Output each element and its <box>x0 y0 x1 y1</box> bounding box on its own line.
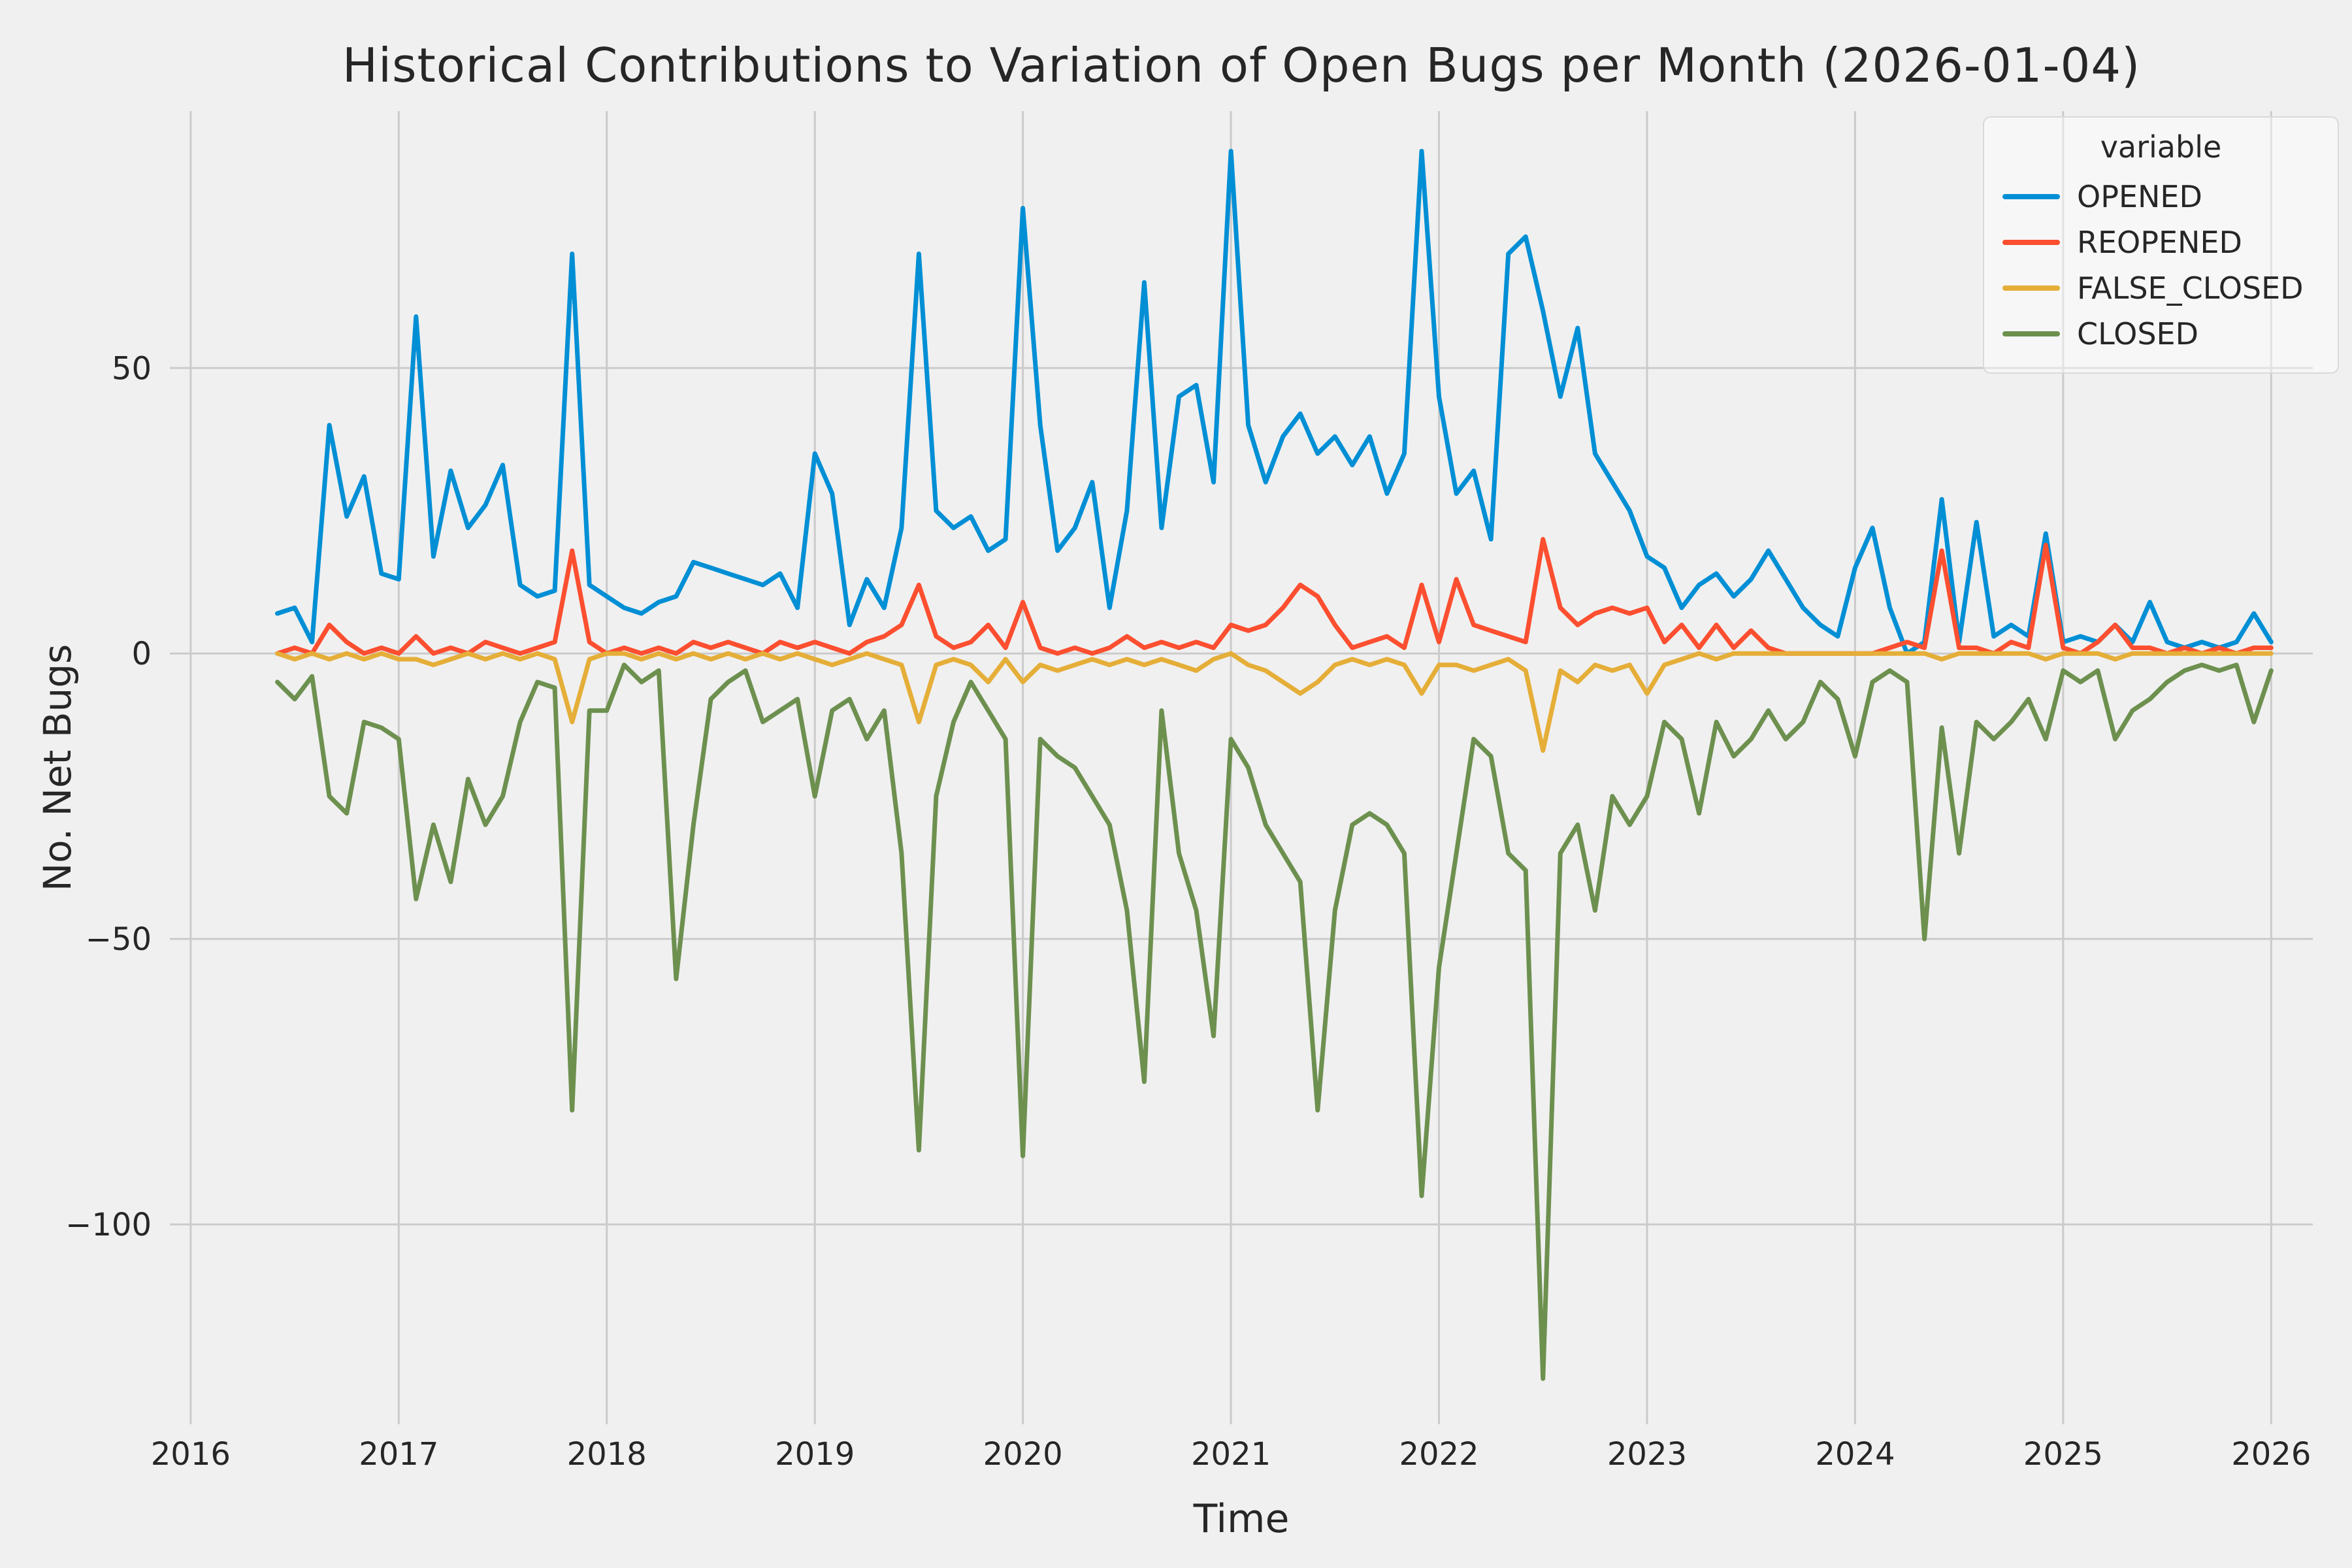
legend-label-reopened: REOPENED <box>2077 225 2242 260</box>
x-tick-label-2017: 2017 <box>359 1436 438 1473</box>
y-tick-label--50: −50 <box>86 921 152 958</box>
legend-label-closed: CLOSED <box>2077 316 2198 351</box>
legend-swatch-false_closed <box>2002 286 2060 291</box>
legend-entries: OPENED REOPENED FALSE_CLOSED CLOSED <box>2002 174 2319 357</box>
x-tick-label-2026: 2026 <box>2231 1436 2311 1473</box>
x-tick-label-2022: 2022 <box>1399 1436 1478 1473</box>
legend-entry-false_closed: FALSE_CLOSED <box>2002 265 2319 311</box>
y-tick-label-0: 0 <box>131 636 152 672</box>
x-tick-label-2019: 2019 <box>775 1436 855 1473</box>
x-tick-label-2018: 2018 <box>567 1436 647 1473</box>
legend-entry-opened: OPENED <box>2002 174 2319 220</box>
y-axis-label: No. Net Bugs <box>35 644 80 892</box>
legend: variable OPENED REOPENED FALSE_CLOSED CLOSE… <box>1983 116 2339 374</box>
x-tick-label-2025: 2025 <box>2023 1436 2103 1473</box>
legend-swatch-closed <box>2002 331 2060 336</box>
chart-title: Historical Contributions to Variation of… <box>342 38 2141 93</box>
legend-title: variable <box>2100 129 2222 165</box>
series-line-opened <box>275 148 2274 656</box>
series-line-false_closed <box>275 651 2274 753</box>
legend-entry-closed: CLOSED <box>2002 311 2319 357</box>
legend-entry-reopened: REOPENED <box>2002 220 2319 265</box>
x-tick-label-2024: 2024 <box>1815 1436 1895 1473</box>
x-axis-label: Time <box>1193 1496 1290 1542</box>
x-tick-label-2016: 2016 <box>151 1436 231 1473</box>
legend-swatch-opened <box>2002 194 2060 199</box>
y-tick-label-50: 50 <box>112 350 152 387</box>
y-tick-label--100: −100 <box>65 1207 152 1243</box>
legend-label-opened: OPENED <box>2077 179 2202 214</box>
x-tick-label-2021: 2021 <box>1191 1436 1271 1473</box>
legend-swatch-reopened <box>2002 240 2060 245</box>
x-tick-label-2023: 2023 <box>1607 1436 1687 1473</box>
x-tick-label-2020: 2020 <box>983 1436 1063 1473</box>
legend-label-false_closed: FALSE_CLOSED <box>2077 270 2304 306</box>
series-line-closed <box>275 662 2274 1381</box>
